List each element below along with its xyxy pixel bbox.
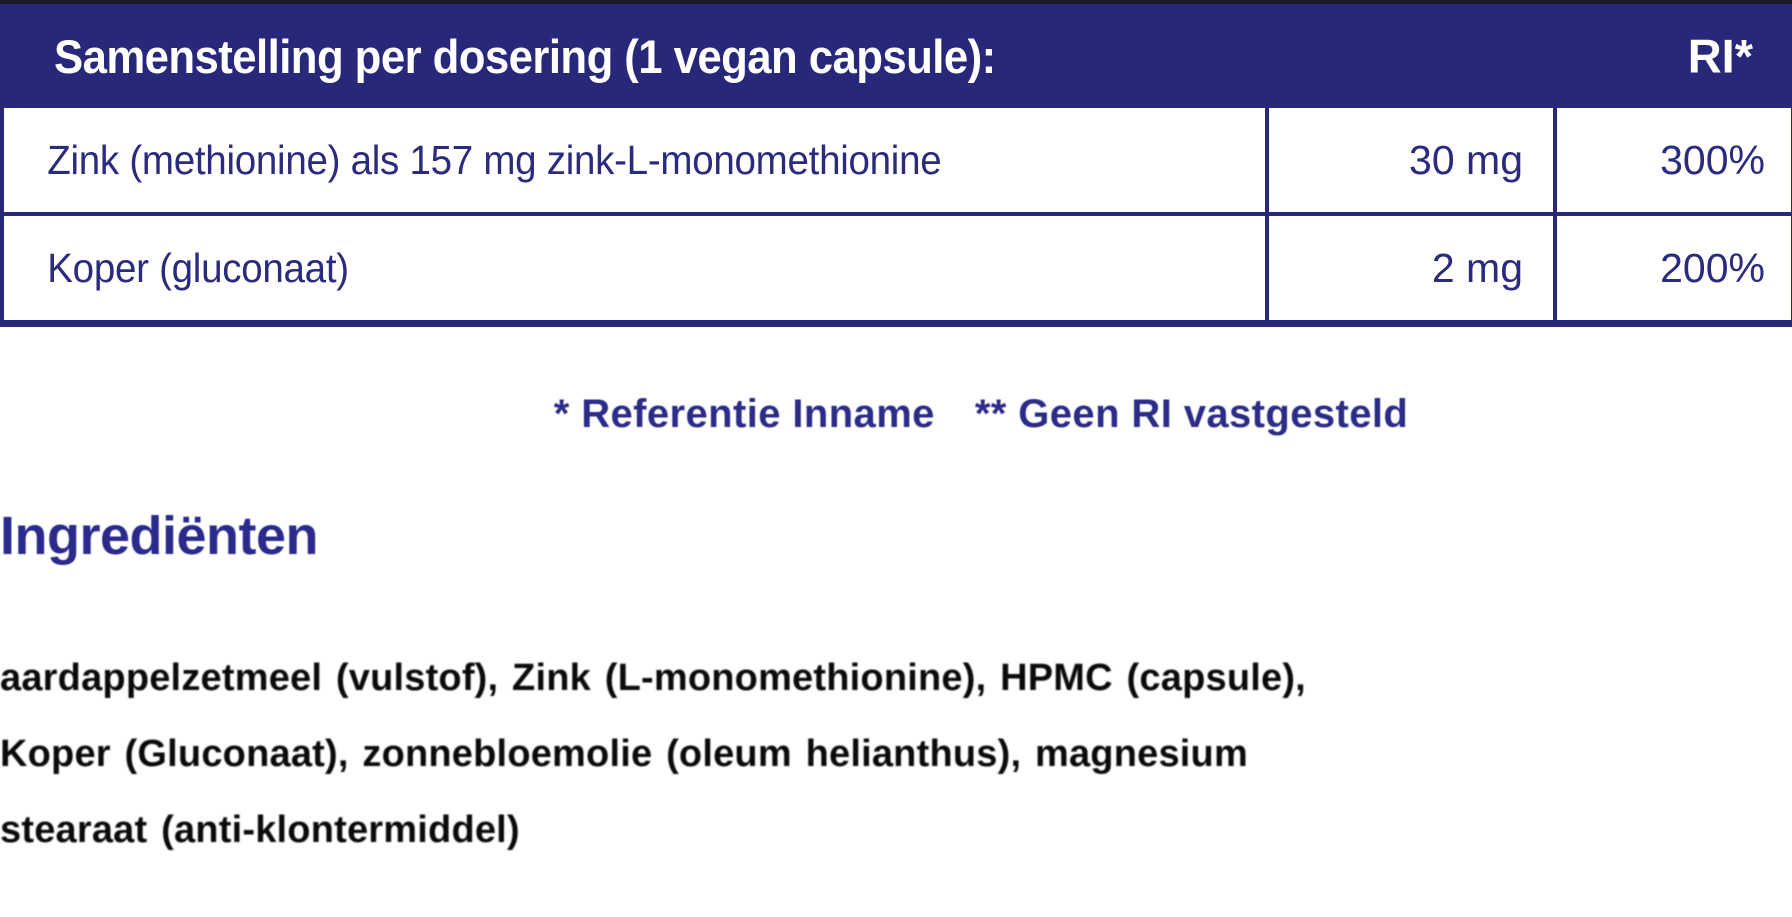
table-header-row: Samenstelling per dosering (1 vegan caps… bbox=[0, 4, 1792, 108]
footnotes-inner: * Referentie Inname ** Geen RI vastgestel… bbox=[384, 392, 1408, 437]
nutrient-amount-zinc: 30 mg bbox=[1265, 108, 1553, 212]
ingredients-line: Koper (Gluconaat), zonnebloemolie (oleum… bbox=[0, 733, 1248, 775]
table-row: Zink (methionine) als 157 mg zink-L-mono… bbox=[4, 108, 1791, 212]
footnote-geen-ri-vastgesteld: ** Geen RI vastgesteld bbox=[974, 392, 1409, 436]
table-row: Koper (gluconaat) 2 mg 200% bbox=[4, 212, 1791, 320]
nutrient-name-zinc: Zink (methionine) als 157 mg zink-L-mono… bbox=[47, 136, 942, 183]
ingredients-line: stearaat (anti-klontermiddel) bbox=[0, 809, 520, 851]
ingredients-line: aardappelzetmeel (vulstof), Zink (L-mono… bbox=[0, 657, 1306, 699]
nutrient-ri-copper: 200% bbox=[1553, 216, 1791, 320]
footnote-referentie-inname: * Referentie Inname bbox=[553, 392, 935, 436]
table-header-ri-label: RI* bbox=[1687, 29, 1753, 83]
nutrition-facts-table: Samenstelling per dosering (1 vegan caps… bbox=[0, 4, 1792, 327]
top-edge-strip bbox=[0, 0, 1792, 4]
nutrient-ri-zinc: 300% bbox=[1553, 108, 1791, 212]
footnotes-row: * Referentie Inname ** Geen RI vastgestel… bbox=[0, 392, 1792, 437]
nutrient-name-copper: Koper (gluconaat) bbox=[47, 244, 349, 291]
nutrient-amount-copper: 2 mg bbox=[1265, 216, 1553, 320]
ingredients-body: aardappelzetmeel (vulstof), Zink (L-mono… bbox=[0, 640, 1792, 868]
table-header-title: Samenstelling per dosering (1 vegan caps… bbox=[54, 29, 996, 83]
table-body: Zink (methionine) als 157 mg zink-L-mono… bbox=[0, 108, 1792, 327]
ingredients-heading: Ingrediënten bbox=[0, 506, 319, 566]
